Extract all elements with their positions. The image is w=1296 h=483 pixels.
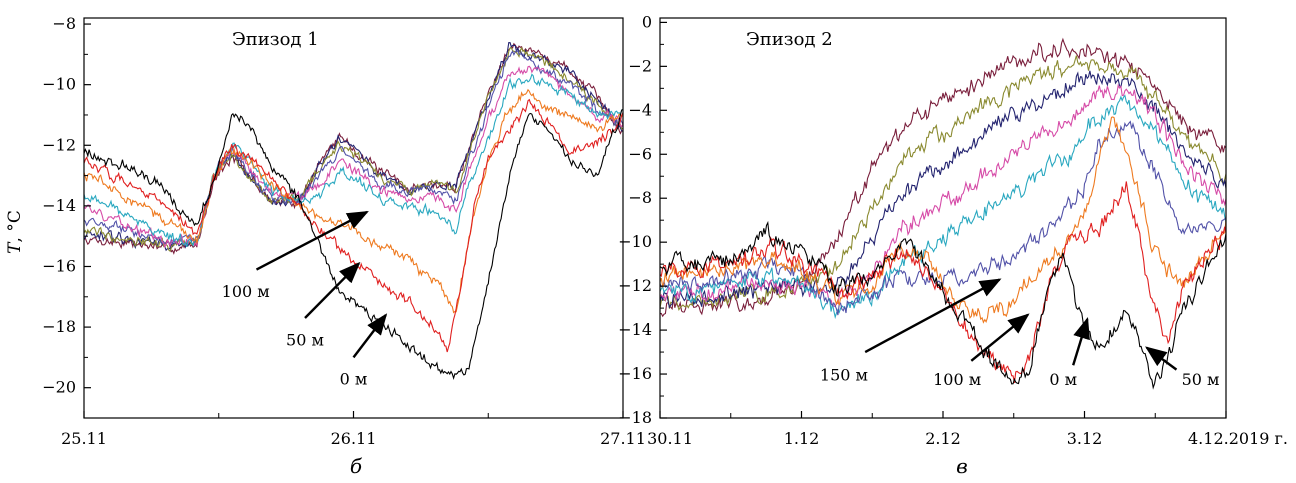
x-tick-label: 4.12.2019 г.	[1188, 429, 1288, 448]
y-axis-title: T, °C	[5, 210, 25, 254]
annotation-arrow	[864, 278, 1002, 354]
y-tick-label: −14	[42, 196, 76, 215]
y-axis-title-var: T	[5, 241, 25, 254]
y-tick-label: −8	[628, 188, 652, 207]
episode-label: Эпизод 1	[232, 29, 319, 50]
x-tick-label: 26.11	[331, 429, 377, 448]
x-tick-label: 25.11	[61, 429, 107, 448]
annotation-arrow	[352, 313, 388, 359]
episode-label: Эпизод 2	[746, 29, 833, 50]
y-tick-label: −14	[618, 320, 652, 339]
annotation-layer: 100 м 50 м 0 м	[222, 210, 388, 389]
y-tick-label: −6	[628, 144, 652, 163]
y-tick-label: −18	[42, 317, 76, 336]
series-line-100м	[660, 116, 1226, 324]
series-layer	[660, 37, 1226, 390]
annotation-arrow	[970, 313, 1030, 362]
axes-layer: −18 −16 −14 −12 −10 −8 −6 −4 −2 0 30.11 1.12 2.12 3.1…	[618, 12, 1288, 448]
annotation-label: 100 м	[222, 282, 270, 301]
y-tick-label: −10	[618, 232, 652, 251]
annotation-label: 0 м	[340, 370, 368, 389]
x-tick-label: 30.11	[647, 429, 693, 448]
y-tick-label: 0	[642, 12, 652, 31]
x-tick-label: 1.12	[784, 429, 820, 448]
annotation-label: 0 м	[1049, 370, 1077, 389]
series-line-0м	[660, 220, 1226, 390]
series-line	[660, 55, 1226, 312]
y-tick-label: −16	[42, 256, 76, 275]
panel-caption: б	[350, 454, 363, 478]
series-line	[84, 42, 623, 255]
series-line-50м	[84, 98, 623, 353]
y-tick-label: −20	[42, 378, 76, 397]
x-tick-label: 2.12	[925, 429, 961, 448]
annotation-arrow	[1145, 346, 1178, 371]
y-tick-label: −8	[52, 14, 76, 33]
series-layer	[84, 42, 623, 380]
series-line	[660, 94, 1226, 320]
y-tick-label: −16	[618, 364, 652, 383]
annotation-label: 150 м	[820, 366, 868, 385]
annotation-arrow	[1072, 317, 1090, 366]
y-tick-label: −12	[42, 135, 76, 154]
annotation-layer: 150 м 100 м 0 м 50 м	[820, 278, 1220, 389]
annotation-label: 50 м	[286, 330, 324, 349]
annotation-arrow	[304, 261, 361, 319]
y-tick-label: −18	[618, 408, 652, 427]
series-line-0м	[84, 108, 623, 380]
chart-panel-episode-1: −20 −18 −16 −14 −12 −10 −8 25.11 26.11 27.11 100 …	[42, 14, 646, 478]
y-axis-title-unit: , °C	[5, 210, 25, 242]
y-tick-label: −2	[628, 56, 652, 75]
x-tick-label: 3.12	[1067, 429, 1103, 448]
series-line	[84, 42, 623, 252]
annotation-label: 50 м	[1182, 370, 1220, 389]
series-line	[660, 37, 1226, 318]
series-line	[660, 83, 1226, 308]
series-line	[84, 73, 623, 248]
panel-caption: в	[956, 454, 968, 478]
chart-panel-episode-2: −18 −16 −14 −12 −10 −8 −6 −4 −2 0 30.11 1.12 2.12 3.1…	[618, 12, 1288, 478]
y-tick-label: −10	[42, 75, 76, 94]
series-line-150м	[660, 120, 1226, 316]
axes-layer: −20 −18 −16 −14 −12 −10 −8 25.11 26.11 27.11	[42, 14, 646, 448]
annotation-arrow	[255, 210, 369, 271]
x-tick-label: 27.11	[600, 429, 646, 448]
y-tick-label: −12	[618, 276, 652, 295]
y-tick-label: −4	[628, 100, 652, 119]
annotation-label: 100 м	[933, 370, 981, 389]
